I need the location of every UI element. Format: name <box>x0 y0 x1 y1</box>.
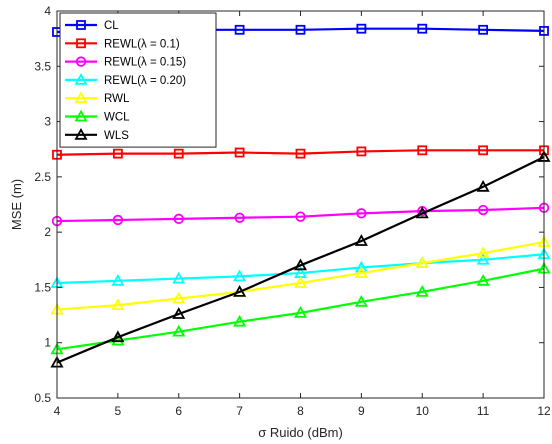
data-point <box>233 284 247 297</box>
series-line <box>56 253 545 285</box>
legend-entry: WLS <box>65 127 129 142</box>
y-tick-label: 3 <box>44 115 51 129</box>
series-line <box>56 267 545 351</box>
data-point <box>415 256 429 269</box>
data-point <box>477 204 489 216</box>
data-point <box>415 284 429 297</box>
data-point <box>415 206 429 219</box>
x-axis-label: σ Ruido (dBm) <box>258 425 343 440</box>
legend-label: CL <box>104 20 119 32</box>
legend-label: REWL(λ = 0.20) <box>104 75 186 87</box>
data-point <box>417 23 428 34</box>
ticks-layer: 4 5 6 7 8 9 10 11 12 0.5 1 1.5 2 2.5 3 3.5 4 <box>34 4 551 418</box>
series-6 <box>50 150 551 368</box>
data-point <box>417 145 428 156</box>
series-line <box>56 155 545 364</box>
legend-entry: REWL(λ = 0.15) <box>65 56 186 69</box>
legend-marker <box>74 91 88 104</box>
legend-marker <box>74 73 88 85</box>
legend-label: WLS <box>104 130 129 142</box>
x-tick-label: 5 <box>115 404 122 418</box>
y-axis-label: MSE (m) <box>9 179 24 230</box>
legend-label: REWL(λ = 0.1) <box>104 38 180 50</box>
series-line <box>56 206 545 223</box>
data-point <box>172 291 186 304</box>
data-point <box>354 266 368 278</box>
data-point <box>478 24 489 35</box>
data-point <box>172 324 186 337</box>
data-point <box>354 294 368 307</box>
data-point <box>234 212 245 223</box>
series-layer <box>50 23 551 368</box>
y-tick-label: 1.5 <box>34 280 51 294</box>
series-5 <box>50 261 551 355</box>
data-point <box>354 234 368 246</box>
legend-marker <box>75 56 87 67</box>
series-line <box>56 241 545 311</box>
x-tick-label: 7 <box>236 404 243 418</box>
y-tick-label: 2.5 <box>34 170 51 184</box>
data-point <box>356 146 367 157</box>
series-line <box>56 149 544 156</box>
legend-entry: REWL(λ = 0.20) <box>65 73 186 87</box>
data-point <box>476 246 490 259</box>
legend-marker <box>74 127 88 140</box>
x-tick-label: 8 <box>297 404 304 418</box>
legend-label: WCL <box>104 112 130 124</box>
legend-marker <box>76 20 86 30</box>
legend-label: RWL <box>104 93 130 105</box>
x-tick-label: 4 <box>54 404 61 418</box>
legend-entry: CL <box>65 20 119 32</box>
x-tick-label: 6 <box>175 404 182 418</box>
data-point <box>476 179 490 192</box>
y-tick-label: 4 <box>44 4 51 18</box>
data-point <box>233 314 247 327</box>
data-point <box>476 252 490 265</box>
data-point <box>356 208 367 219</box>
legend-entry: RWL <box>65 91 130 105</box>
x-tick-label: 12 <box>537 404 551 418</box>
data-point <box>476 273 490 286</box>
data-point <box>295 24 306 35</box>
data-point <box>295 148 306 159</box>
legend-marker <box>74 109 88 122</box>
y-tick-label: 1 <box>44 336 51 350</box>
x-tick-label: 9 <box>358 404 365 418</box>
data-point <box>293 258 308 271</box>
data-point <box>234 24 245 35</box>
data-point <box>293 306 308 318</box>
data-point <box>173 148 184 159</box>
y-tick-label: 3.5 <box>34 59 51 73</box>
y-tick-label: 0.5 <box>34 391 51 405</box>
x-tick-label: 11 <box>477 404 490 418</box>
data-point <box>233 269 247 282</box>
legend-entry: WCL <box>65 109 130 124</box>
data-point <box>354 260 368 273</box>
data-point <box>111 298 125 311</box>
data-point <box>112 148 123 159</box>
data-point <box>293 276 308 288</box>
legend-marker <box>76 38 86 49</box>
data-point <box>111 333 125 346</box>
data-point <box>295 211 306 222</box>
data-point <box>111 273 125 286</box>
legend-label: REWL(λ = 0.15) <box>104 57 186 69</box>
legend-entry: REWL(λ = 0.1) <box>65 38 180 50</box>
data-point <box>478 145 489 156</box>
data-point <box>172 271 186 284</box>
data-point <box>234 147 245 158</box>
data-point <box>111 330 125 343</box>
data-point <box>172 307 186 319</box>
legend: CL REWL(λ = 0.1) REWL(λ = 0.15) REWL(λ = 0.… <box>59 12 217 148</box>
x-tick-label: 10 <box>416 404 430 418</box>
data-point <box>112 214 124 226</box>
y-tick-label: 2 <box>44 225 51 239</box>
data-point <box>173 213 184 225</box>
data-point <box>356 23 367 34</box>
